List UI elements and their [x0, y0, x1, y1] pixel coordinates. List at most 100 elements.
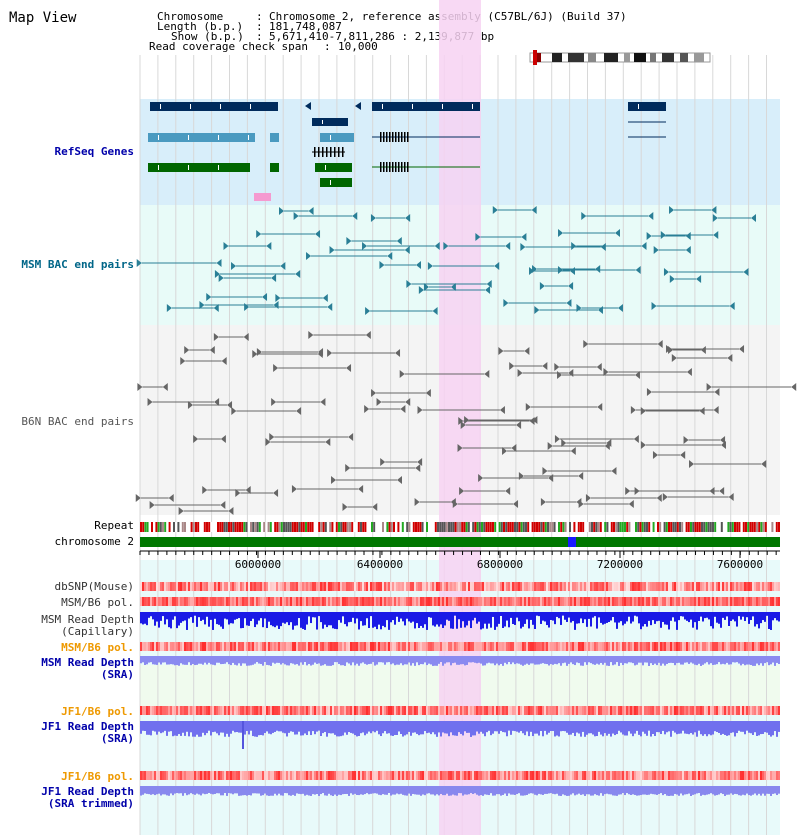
- jf1-depth-trimmed-bar: [706, 786, 708, 795]
- msm-bac-end: [581, 212, 587, 220]
- refseq-genes-label[interactable]: RefSeq Genes: [54, 145, 134, 158]
- jf1-pol-trim-heat: [540, 771, 542, 780]
- msm-depth-sra-bar: [250, 656, 252, 666]
- msm-pol-heat: [168, 597, 170, 606]
- msm-pol-heat: [520, 597, 522, 606]
- msm-pol-heat: [204, 597, 206, 606]
- jf1-depth-trimmed-bar: [494, 786, 496, 796]
- msm-depth-sra-bar: [756, 656, 758, 664]
- jf1-pol-trim-heat: [322, 771, 324, 780]
- msm-pol-heat: [516, 597, 518, 606]
- msm-depth-capillary-bar: [684, 612, 686, 620]
- jf1-pol-trim-heat: [370, 771, 372, 780]
- msm-depth-sra-bar: [194, 656, 196, 666]
- msm-pol-sra-heat: [512, 642, 514, 651]
- msm-pol-sra-heat: [258, 642, 260, 651]
- repeat-element: [551, 522, 554, 532]
- msm-depth-sra-bar: [556, 656, 558, 665]
- gene-block: [270, 133, 279, 142]
- dbsnp-heat: [644, 582, 646, 591]
- b6n-bac-end: [597, 403, 603, 411]
- jf1-pol-trim-heat: [450, 771, 452, 780]
- msm-pol-heat: [542, 597, 544, 606]
- msm-depth-sra-bar: [594, 656, 596, 665]
- msm-depth-capillary-bar: [172, 612, 174, 620]
- msm-pol-heat: [716, 597, 718, 606]
- repeat-element: [322, 522, 325, 532]
- msm-depth-sra-bar: [726, 656, 728, 663]
- exon-gap: [322, 120, 323, 124]
- jf1-depth-trimmed-bar: [358, 786, 360, 796]
- jf1-pol-heat: [212, 706, 214, 715]
- msm-pol-sra-heat: [716, 642, 718, 651]
- b6n-bac-end: [714, 388, 720, 396]
- msm-depth-sra-bar: [584, 656, 586, 663]
- repeat-element: [349, 522, 351, 532]
- msm-pol-heat: [752, 597, 754, 606]
- msm-depth-capillary-bar: [560, 612, 562, 625]
- msm-pol-heat: [764, 597, 766, 606]
- repeat-element: [547, 522, 549, 532]
- jf1-depth-sra-bar: [746, 721, 748, 731]
- jf1-pol-heat: [652, 706, 654, 715]
- msm-pol-heat: [498, 597, 500, 606]
- msm-bac-end: [648, 212, 654, 220]
- msm-bac-end: [713, 231, 719, 239]
- jf1-depth-sra-bar: [582, 721, 584, 732]
- jf1-depth-trimmed-bar: [642, 786, 644, 795]
- msm-pol-sra-heat: [266, 642, 268, 651]
- jf1-depth-trimmed-bar: [266, 786, 268, 796]
- dbsnp-heat: [234, 582, 236, 591]
- jf1-depth-sra-bar: [654, 721, 656, 736]
- jf1-depth-trimmed-bar: [256, 786, 258, 794]
- jf1-pol-heat: [264, 706, 266, 715]
- msm-depth-sra-bar: [488, 656, 490, 663]
- msm-pol-heat: [650, 597, 652, 606]
- msm-depth-capillary-bar: [410, 612, 412, 623]
- msm-pol-heat: [604, 597, 606, 606]
- jf1-pol-heat: [154, 706, 156, 715]
- msm-pol-heat: [404, 597, 406, 606]
- msm-pol-sra-heat: [312, 642, 314, 651]
- jf1-pol-heat: [436, 706, 438, 715]
- jf1-pol-trim-heat: [730, 771, 732, 780]
- msm-pol-sra-heat: [664, 642, 666, 651]
- jf1-depth-trimmed-bar: [392, 786, 394, 795]
- msm-bac-end: [256, 230, 262, 238]
- msm-pol-heat: [744, 597, 746, 606]
- dbsnp-heat: [666, 582, 668, 591]
- jf1-pol-trim-heat: [778, 771, 780, 780]
- msm-bac-label[interactable]: MSM BAC end pairs: [21, 258, 134, 271]
- b6n-bac-label[interactable]: B6N BAC end pairs: [21, 415, 134, 428]
- repeat-element: [274, 522, 277, 532]
- dbsnp-heat: [240, 582, 242, 591]
- repeat-element: [335, 522, 338, 532]
- jf1-pol-trim-heat: [530, 771, 532, 780]
- jf1-depth-trimmed-bar: [498, 786, 500, 795]
- msm-depth-sra-bar: [204, 656, 206, 663]
- msm-depth-capillary-bar: [518, 612, 520, 622]
- jf1-depth-sra-bar: [536, 721, 538, 734]
- msm-depth-capillary-bar: [634, 612, 636, 616]
- msm-bac-end: [365, 307, 371, 315]
- jf1-depth-sra-bar: [558, 721, 560, 737]
- exon: [380, 162, 382, 172]
- repeat-element: [518, 522, 521, 532]
- jf1-pol-heat: [488, 706, 490, 715]
- msm-pol-heat: [448, 597, 450, 606]
- dbsnp-heat: [678, 582, 680, 591]
- jf1-pol-heat: [598, 706, 600, 715]
- dbsnp-heat: [456, 582, 458, 591]
- jf1-pol-heat: [696, 706, 698, 715]
- jf1-pol-trim-heat: [444, 771, 446, 780]
- msm-pol-heat: [460, 597, 462, 606]
- jf1-pol-trim-heat: [342, 771, 344, 780]
- repeat-element: [393, 522, 395, 532]
- dbsnp-heat: [284, 582, 286, 591]
- jf1-depth-trimmed-bar: [434, 786, 436, 796]
- jf1-depth-sra-bar: [614, 721, 616, 736]
- msm-pol-sra-heat: [182, 642, 184, 651]
- msm-depth-sra-bar: [344, 656, 346, 666]
- jf1-pol-heat: [198, 706, 200, 715]
